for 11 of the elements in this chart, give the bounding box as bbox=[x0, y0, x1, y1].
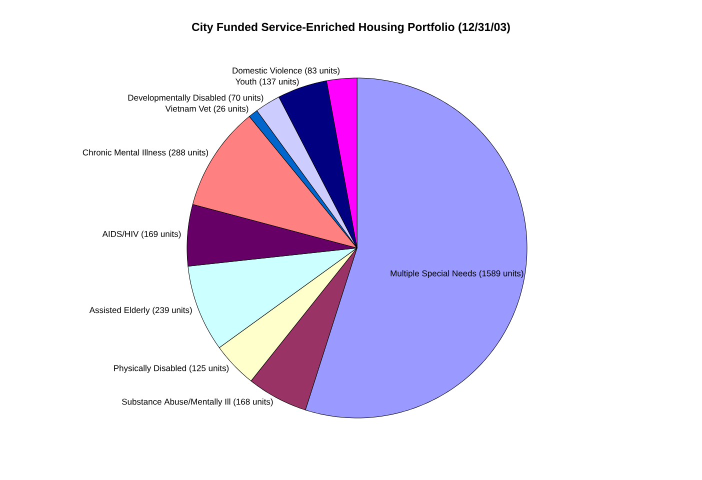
slice-label: Multiple Special Needs (1589 units) bbox=[390, 270, 524, 278]
slice-label: Physically Disabled (125 units) bbox=[114, 364, 229, 373]
slice-label: Developmentally Disabled (70 units) bbox=[128, 94, 264, 102]
slice-label: Assisted Elderly (239 units) bbox=[89, 306, 192, 315]
slice-label: Substance Abuse/Mentally Ill (168 units) bbox=[122, 398, 273, 406]
slice-label: Domestic Violence (83 units) bbox=[232, 67, 340, 76]
slice-label: Vietnam Vet (26 units) bbox=[165, 105, 248, 114]
chart-title: City Funded Service-Enriched Housing Portfolio (12/31/03) bbox=[192, 22, 510, 34]
slice-label: AIDS/HIV (169 units) bbox=[102, 230, 181, 239]
slice-label: Youth (137 units) bbox=[235, 78, 299, 86]
slice-label: Chronic Mental Illness (288 units) bbox=[82, 149, 208, 158]
